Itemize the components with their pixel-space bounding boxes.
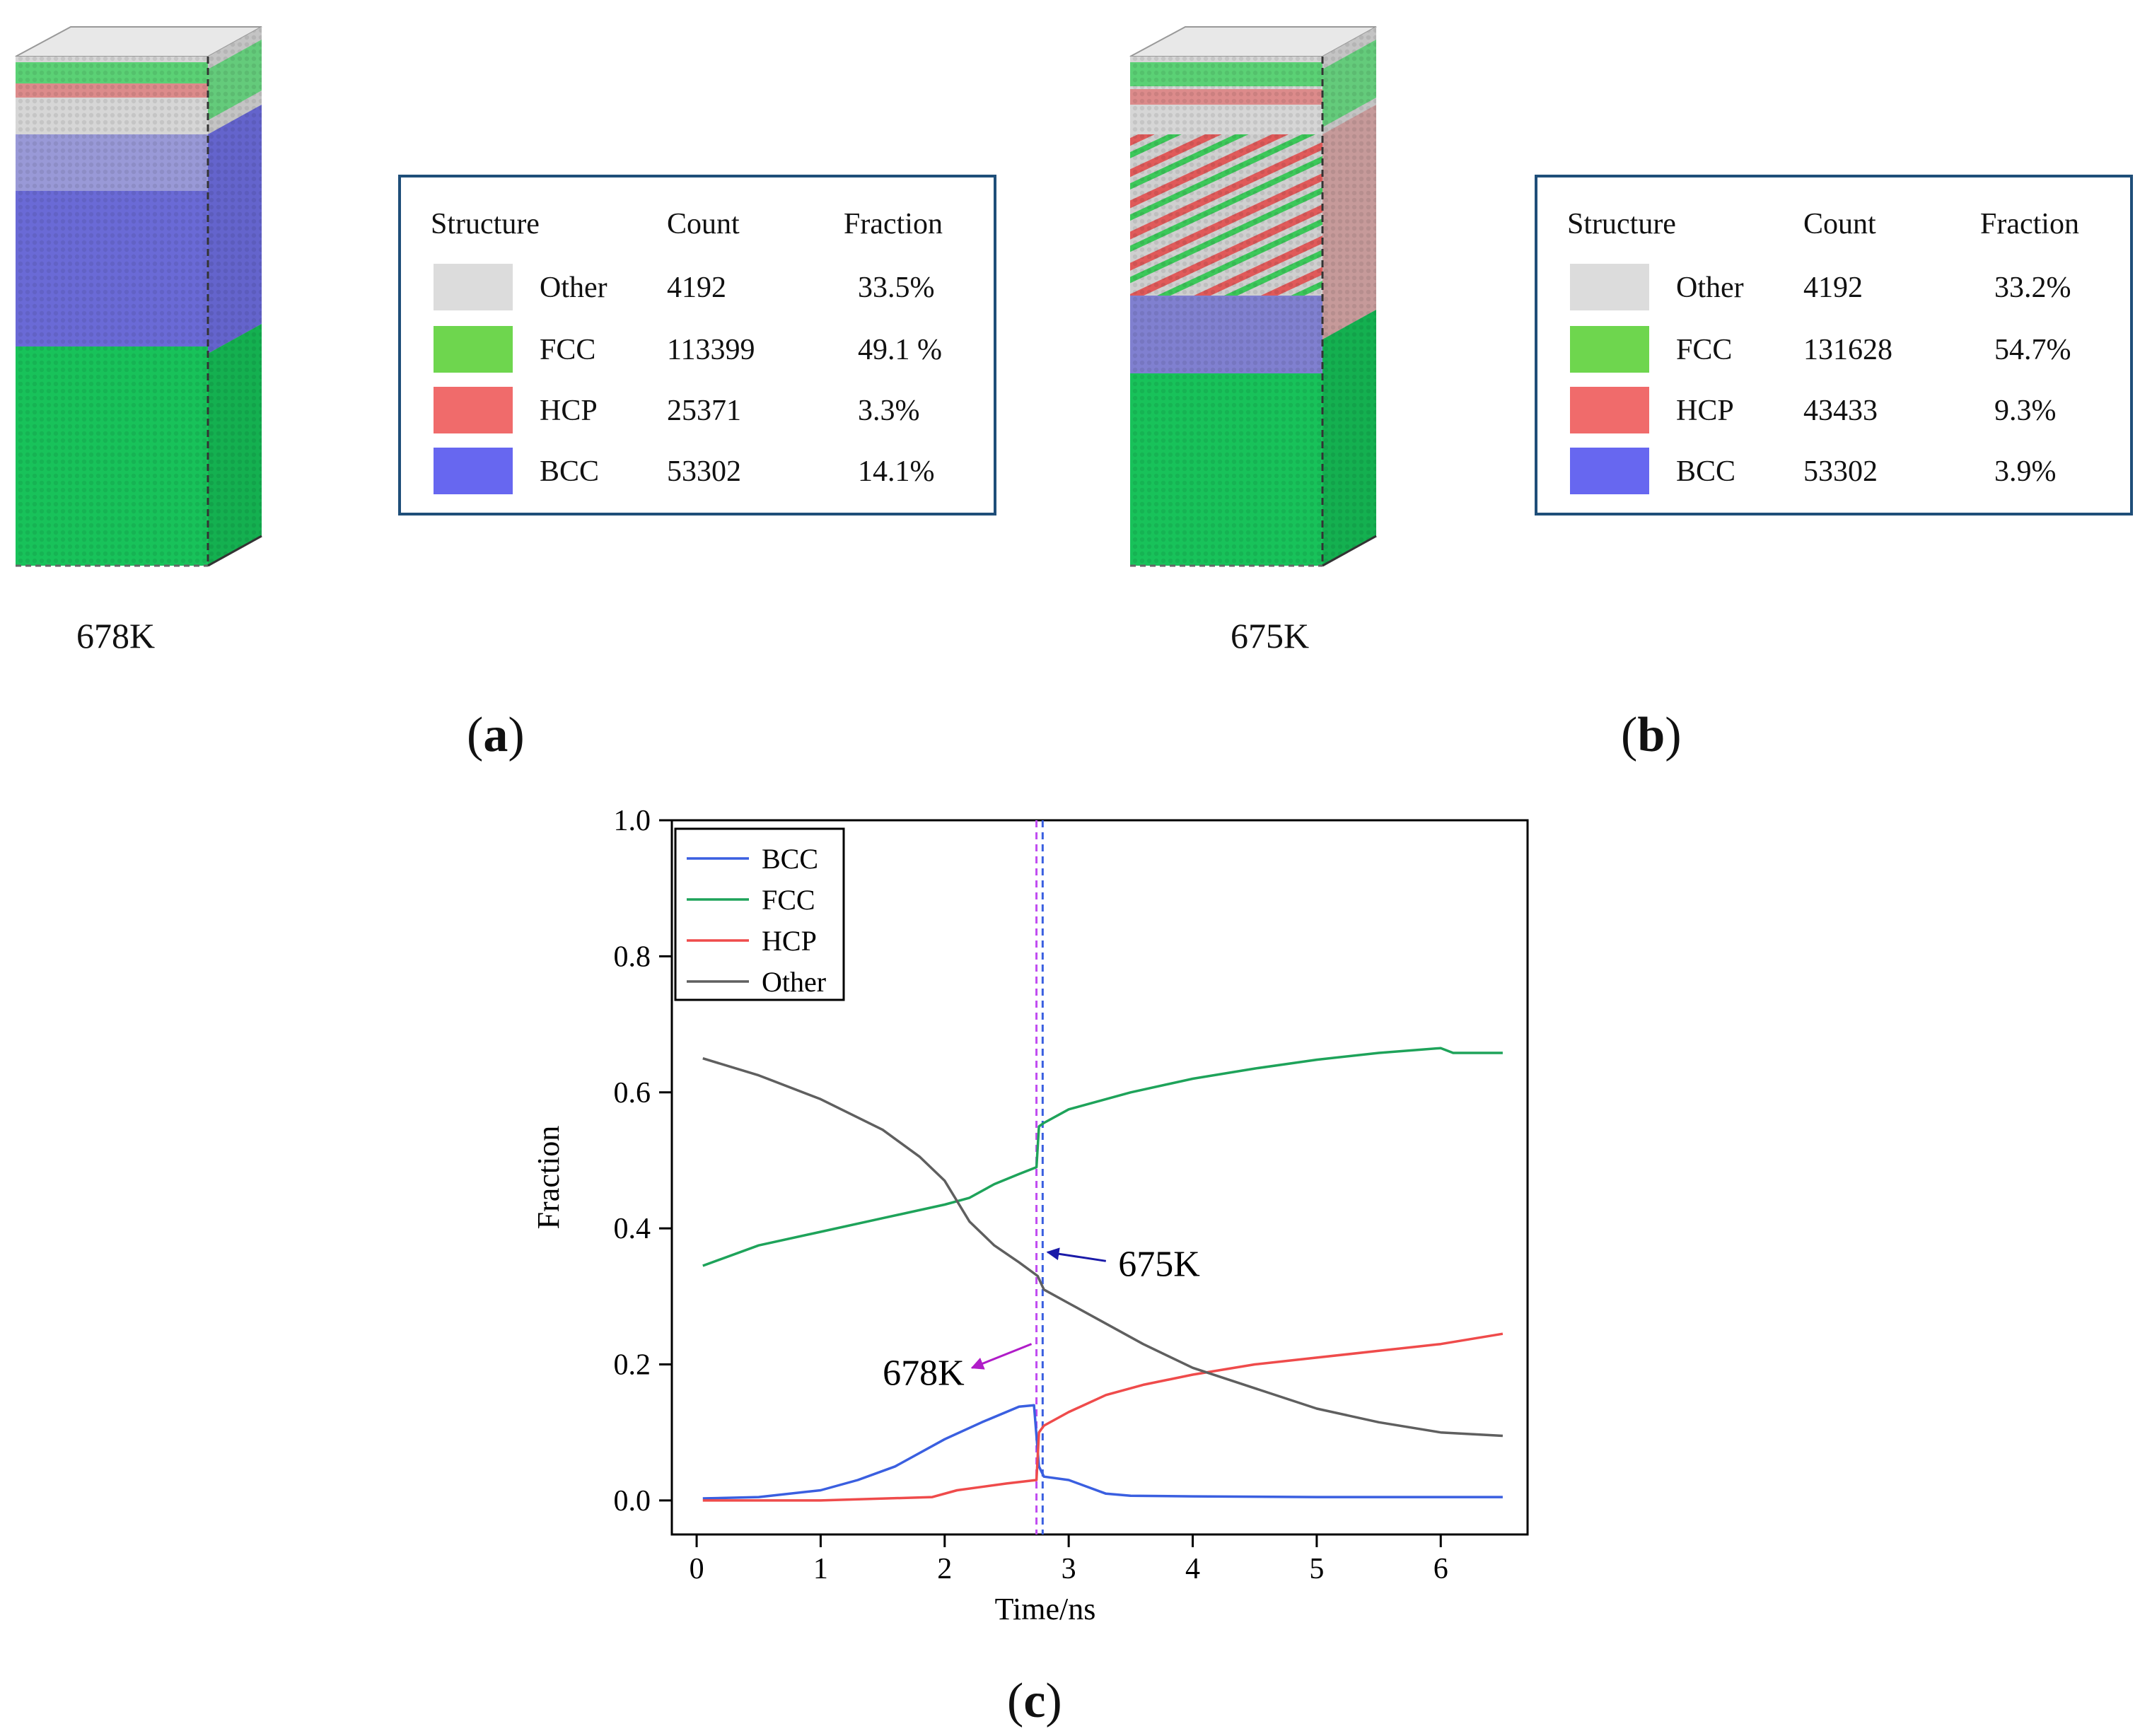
x-tick-label: 0: [690, 1553, 704, 1585]
legend-label: Other: [762, 966, 826, 998]
temperature-label-b: 675K: [1231, 616, 1310, 656]
legend-label: HCP: [762, 925, 817, 957]
structure-count: 43433: [1803, 395, 1878, 427]
swatch-hcp: [434, 387, 513, 433]
x-tick-label: 4: [1185, 1553, 1200, 1585]
structure-name: FCC: [540, 334, 596, 366]
annotation-arrow: [970, 1343, 1033, 1370]
annotation-label: 678K: [883, 1353, 965, 1393]
y-tick-label: 0.4: [614, 1213, 651, 1245]
structure-fraction: 9.3%: [1994, 395, 2057, 427]
structure-count: 4192: [667, 272, 726, 304]
structure-table-a: Structure Count Fraction Other 4192 33.5…: [398, 175, 996, 515]
annotation-label: 675K: [1118, 1244, 1200, 1284]
header-structure: Structure: [1567, 208, 1676, 240]
structure-name: Other: [1676, 272, 1744, 304]
swatch-other: [434, 264, 513, 310]
plot-frame: [670, 819, 1529, 1536]
header-count: Count: [1803, 208, 1876, 240]
y-tick-label: 1.0: [614, 805, 651, 837]
header-count: Count: [667, 208, 740, 240]
x-tick-label: 2: [937, 1553, 952, 1585]
annotation-arrow: [1046, 1247, 1106, 1262]
y-tick-label: 0.6: [614, 1077, 651, 1109]
structure-fraction: 33.5%: [858, 272, 935, 304]
header-structure: Structure: [431, 208, 540, 240]
legend-box: [674, 827, 845, 1001]
structure-fraction: 54.7%: [1994, 334, 2071, 366]
legend-label: BCC: [762, 843, 818, 875]
series-line-other: [702, 1057, 1503, 1438]
swatch-bcc: [434, 448, 513, 494]
table-row-bcc: BCC 53302 3.9%: [1537, 448, 2130, 504]
structure-name: FCC: [1676, 334, 1733, 366]
temperature-label-a: 678K: [76, 616, 156, 656]
table-row-hcp: HCP 43433 9.3%: [1537, 387, 2130, 443]
simulation-box-675K: [1129, 26, 1377, 567]
structure-name: Other: [540, 272, 607, 304]
y-tick-label: 0.2: [614, 1349, 651, 1382]
structure-table-b: Structure Count Fraction Other 4192 33.2…: [1535, 175, 2133, 515]
structure-count: 53302: [1803, 455, 1878, 488]
structure-fraction: 33.2%: [1994, 272, 2071, 304]
structure-fraction: 14.1%: [858, 455, 935, 488]
structure-fraction: 49.1 %: [858, 334, 942, 366]
y-tick-label: 0.0: [614, 1485, 651, 1517]
header-fraction: Fraction: [844, 208, 943, 240]
structure-count: 53302: [667, 455, 741, 488]
structure-name: BCC: [540, 455, 600, 488]
legend-label: FCC: [762, 884, 815, 916]
swatch-hcp: [1570, 387, 1649, 433]
panel-label-a: (a): [467, 708, 525, 762]
panel-label-c: (c): [1007, 1674, 1062, 1728]
table-row-other: Other 4192 33.5%: [401, 264, 994, 320]
swatch-other: [1570, 264, 1649, 310]
table-row-other: Other 4192 33.2%: [1537, 264, 2130, 320]
swatch-bcc: [1570, 448, 1649, 494]
y-tick-label: 0.8: [614, 940, 651, 973]
structure-fraction: 3.3%: [858, 395, 920, 427]
structure-count: 131628: [1803, 334, 1892, 366]
simulation-box-678K: [15, 26, 262, 567]
series-line-fcc: [702, 1047, 1503, 1267]
series-line-bcc: [702, 1404, 1503, 1500]
series-line-hcp: [702, 1332, 1504, 1502]
table-row-fcc: FCC 113399 49.1 %: [401, 326, 994, 383]
x-tick-label: 6: [1434, 1553, 1448, 1585]
structure-name: HCP: [540, 395, 598, 427]
table-row-hcp: HCP 25371 3.3%: [401, 387, 994, 443]
x-axis-label: Time/ns: [995, 1592, 1096, 1626]
structure-count: 4192: [1803, 272, 1863, 304]
swatch-fcc: [1570, 326, 1649, 373]
table-row-fcc: FCC 131628 54.7%: [1537, 326, 2130, 383]
swatch-fcc: [434, 326, 513, 373]
panel-label-b: (b): [1621, 708, 1682, 762]
header-fraction: Fraction: [1980, 208, 2079, 240]
structure-count: 25371: [667, 395, 741, 427]
structure-count: 113399: [667, 334, 755, 366]
structure-name: HCP: [1676, 395, 1734, 427]
x-tick-label: 5: [1309, 1553, 1324, 1585]
structure-fraction: 3.9%: [1994, 455, 2057, 488]
structure-name: BCC: [1676, 455, 1736, 488]
y-axis-label: Fraction: [531, 1126, 566, 1230]
x-tick-label: 1: [813, 1553, 828, 1585]
table-row-bcc: BCC 53302 14.1%: [401, 448, 994, 504]
x-tick-label: 3: [1062, 1553, 1076, 1585]
